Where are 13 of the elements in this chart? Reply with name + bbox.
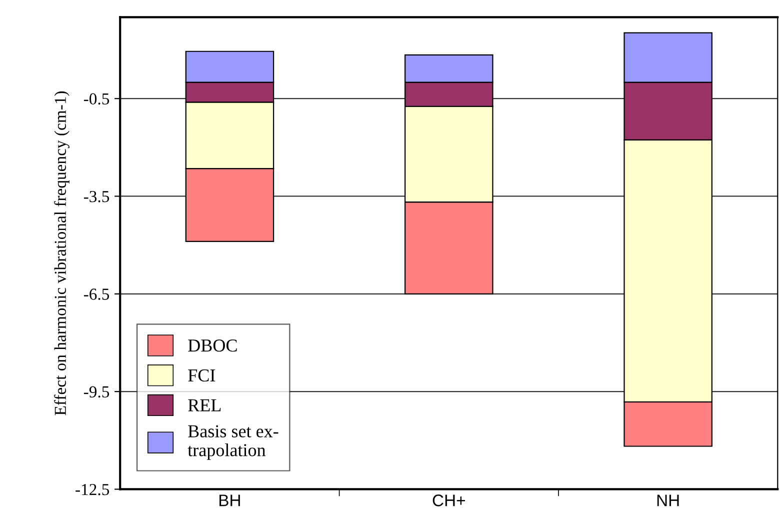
y-axis-title: Effect on harmonic vibrational frequency (cm-1) <box>54 91 70 416</box>
y-tick-label: -6.5 <box>84 288 110 300</box>
legend-label: REL <box>188 399 221 412</box>
y-tick-label: -12.5 <box>76 484 110 496</box>
y-tick-label: -9.5 <box>84 386 110 398</box>
x-tick-label: BH <box>220 494 240 506</box>
y-tick-label: -3.5 <box>84 190 110 202</box>
legend-label: FCI <box>188 369 216 382</box>
x-tick-label: CH+ <box>432 494 465 506</box>
x-tick-label: NH <box>657 494 679 506</box>
legend-label: Basis set ex- trapolation <box>188 425 278 460</box>
y-tick-label: -0.5 <box>84 93 110 105</box>
legend-label: DBOC <box>188 339 237 352</box>
